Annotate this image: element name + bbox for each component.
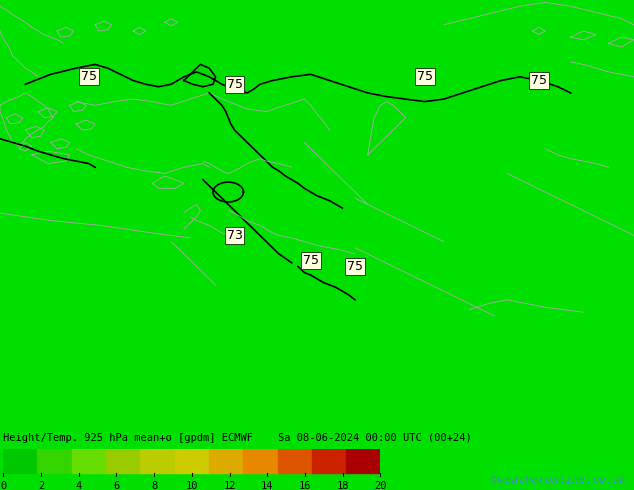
Bar xyxy=(3,449,37,473)
Text: 75: 75 xyxy=(417,71,433,83)
Text: 75: 75 xyxy=(347,260,363,273)
Bar xyxy=(346,449,380,473)
Text: 4: 4 xyxy=(75,481,82,490)
Bar xyxy=(174,449,209,473)
Bar xyxy=(312,449,346,473)
Text: Height/Temp. 925 hPa mean+σ [gpdm] ECMWF    Sa 08-06-2024 00:00 UTC (00+24): Height/Temp. 925 hPa mean+σ [gpdm] ECMWF… xyxy=(3,433,472,443)
Bar xyxy=(278,449,312,473)
Text: ©weatheronline.co.uk: ©weatheronline.co.uk xyxy=(491,475,626,485)
Text: 75: 75 xyxy=(302,254,319,267)
Text: 14: 14 xyxy=(261,481,273,490)
Text: 12: 12 xyxy=(223,481,236,490)
Text: 73: 73 xyxy=(226,229,243,242)
Bar xyxy=(209,449,243,473)
Text: 16: 16 xyxy=(299,481,311,490)
Text: 2: 2 xyxy=(38,481,44,490)
Bar xyxy=(72,449,106,473)
Text: 0: 0 xyxy=(0,481,6,490)
Text: 75: 75 xyxy=(531,74,547,87)
Text: 75: 75 xyxy=(226,78,243,91)
Bar xyxy=(106,449,140,473)
Bar xyxy=(140,449,174,473)
Text: 10: 10 xyxy=(186,481,198,490)
Text: 6: 6 xyxy=(113,481,119,490)
Text: 20: 20 xyxy=(374,481,387,490)
Bar xyxy=(243,449,278,473)
Text: 18: 18 xyxy=(337,481,349,490)
Bar xyxy=(37,449,72,473)
Text: 75: 75 xyxy=(81,71,97,83)
Text: 8: 8 xyxy=(151,481,157,490)
